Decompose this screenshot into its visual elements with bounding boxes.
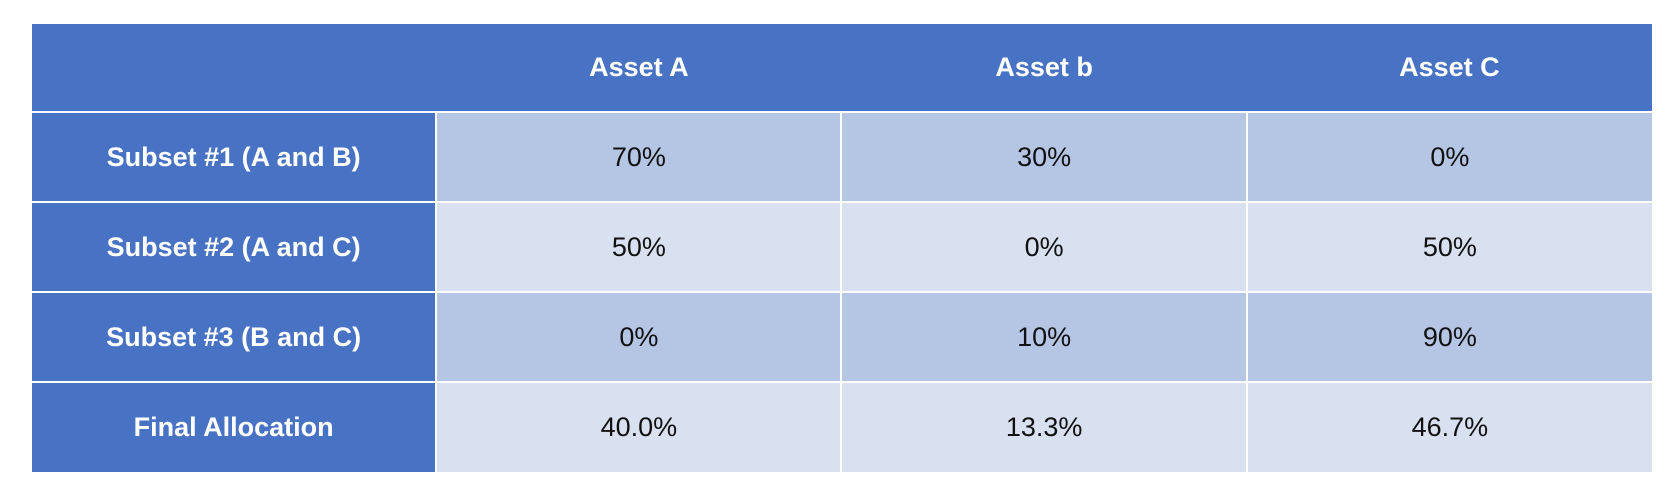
cell-subset-1-asset-b: 30% <box>840 111 1248 203</box>
table-row-final-allocation: Final Allocation 40.0% 13.3% 46.7% <box>32 381 1652 472</box>
cell-subset-1-asset-c: 0% <box>1245 111 1652 203</box>
row-label-subset-1: Subset #1 (A and B) <box>32 111 438 203</box>
table-row-subset-3: Subset #3 (B and C) 0% 10% 90% <box>32 291 1652 383</box>
allocation-table: Asset A Asset b Asset C Subset #1 (A and… <box>32 24 1652 472</box>
row-label-subset-2: Subset #2 (A and C) <box>32 201 438 293</box>
cell-final-asset-b: 13.3% <box>840 381 1248 472</box>
header-asset-b: Asset b <box>841 24 1247 113</box>
cell-subset-3-asset-b: 10% <box>840 291 1248 383</box>
cell-subset-2-asset-b: 0% <box>840 201 1248 293</box>
table-row-subset-2: Subset #2 (A and C) 50% 0% 50% <box>32 201 1652 293</box>
row-label-subset-3: Subset #3 (B and C) <box>32 291 438 383</box>
cell-subset-1-asset-a: 70% <box>435 111 843 203</box>
header-asset-a: Asset A <box>436 24 842 113</box>
cell-final-asset-a: 40.0% <box>435 381 843 472</box>
row-label-final-allocation: Final Allocation <box>32 381 438 472</box>
table-row-subset-1: Subset #1 (A and B) 70% 30% 0% <box>32 111 1652 203</box>
cell-final-asset-c: 46.7% <box>1245 381 1652 472</box>
cell-subset-2-asset-c: 50% <box>1245 201 1652 293</box>
header-row: Asset A Asset b Asset C <box>32 24 1652 113</box>
header-asset-c: Asset C <box>1246 24 1652 113</box>
cell-subset-3-asset-a: 0% <box>435 291 843 383</box>
allocation-table-container: Asset A Asset b Asset C Subset #1 (A and… <box>32 24 1652 472</box>
cell-subset-3-asset-c: 90% <box>1245 291 1652 383</box>
cell-subset-2-asset-a: 50% <box>435 201 843 293</box>
header-corner-cell <box>32 24 437 113</box>
